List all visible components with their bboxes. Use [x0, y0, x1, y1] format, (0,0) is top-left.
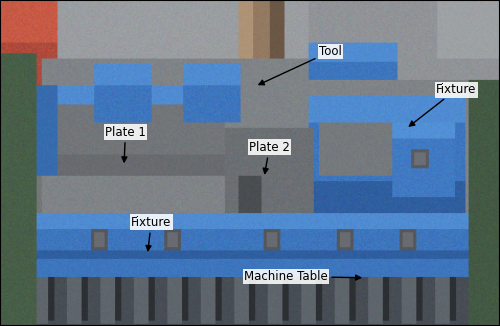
- Text: Tool: Tool: [259, 45, 342, 85]
- Text: Fixture: Fixture: [410, 83, 476, 126]
- Text: Plate 2: Plate 2: [249, 141, 290, 173]
- Text: Fixture: Fixture: [131, 216, 172, 251]
- Text: Machine Table: Machine Table: [244, 270, 360, 283]
- Text: Plate 1: Plate 1: [105, 126, 146, 162]
